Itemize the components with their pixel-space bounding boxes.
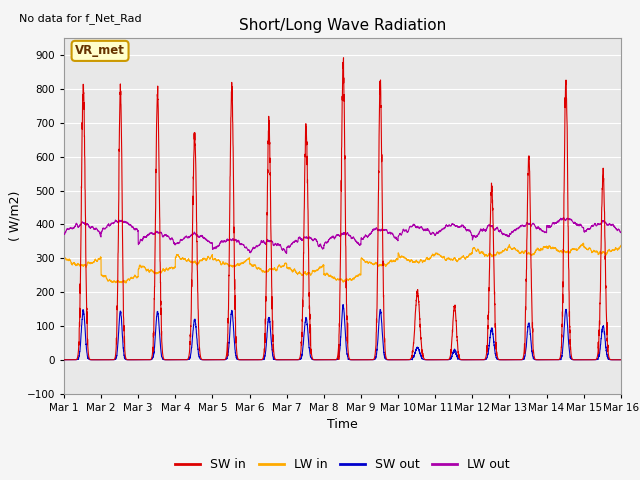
Y-axis label: ( W/m2): ( W/m2) (8, 191, 21, 241)
Legend: SW in, LW in, SW out, LW out: SW in, LW in, SW out, LW out (170, 453, 515, 476)
Text: No data for f_Net_Rad: No data for f_Net_Rad (19, 12, 142, 24)
X-axis label: Time: Time (327, 418, 358, 431)
Text: VR_met: VR_met (75, 44, 125, 58)
Title: Short/Long Wave Radiation: Short/Long Wave Radiation (239, 18, 446, 33)
